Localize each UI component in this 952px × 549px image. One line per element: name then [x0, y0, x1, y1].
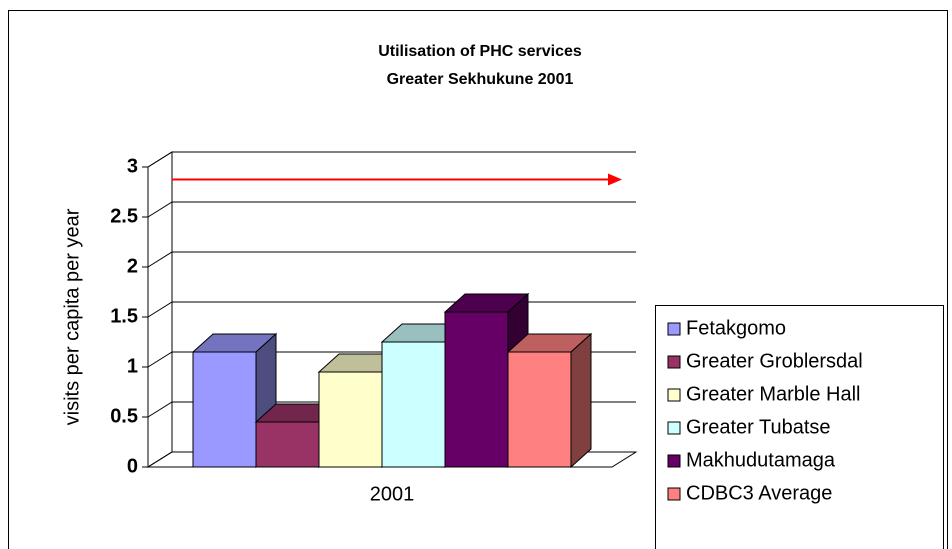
legend-label: Greater Groblersdal [686, 350, 863, 372]
x-tick-label: 2001 [370, 483, 415, 505]
legend [655, 305, 944, 549]
y-tick-label: 1.5 [110, 305, 138, 327]
chart-subtitle: Greater Sekhukune 2001 [387, 71, 574, 88]
legend-swatch [667, 454, 681, 468]
y-tick-label: 0 [127, 455, 138, 477]
bar [444, 311, 509, 468]
bar [381, 341, 446, 468]
y-tick-label: 2.5 [110, 205, 138, 227]
reference-arrowhead [608, 173, 622, 186]
legend-swatch [667, 388, 681, 402]
y-tick-label: 0.5 [110, 405, 138, 427]
legend-swatch [667, 487, 681, 501]
bar [255, 421, 320, 468]
legend-label: Greater Tubatse [686, 416, 831, 438]
legend-label: Fetakgomo [686, 317, 786, 339]
grid-line [147, 151, 636, 168]
legend-label: Greater Marble Hall [686, 383, 861, 405]
bar [192, 351, 257, 468]
y-tick-label: 2 [127, 255, 138, 277]
legend-swatch [667, 421, 681, 435]
y-tick-label: 1 [127, 355, 138, 377]
legend-label: Makhudutamaga [686, 449, 836, 471]
legend-label: CDBC3 Average [686, 482, 832, 504]
legend-swatch [667, 322, 681, 336]
grid-line [147, 251, 636, 268]
bar-side [570, 332, 592, 469]
legend-swatch [667, 355, 681, 369]
bar [507, 351, 572, 468]
bar [318, 371, 383, 468]
grid-line [147, 201, 636, 218]
chart-title: Utilisation of PHC services [378, 43, 582, 60]
y-tick-label: 3 [127, 155, 138, 177]
y-axis-label: visits per capita per year [61, 208, 83, 425]
